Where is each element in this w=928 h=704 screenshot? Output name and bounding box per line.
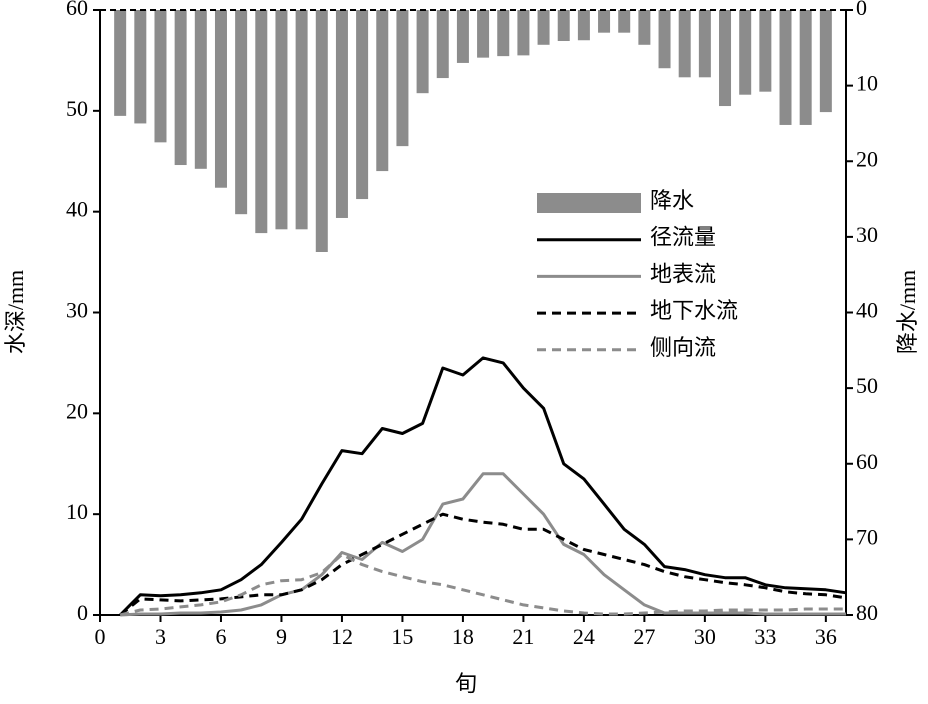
y2-tick-label: 40 xyxy=(856,298,878,323)
x-tick-label: 12 xyxy=(331,624,353,649)
x-tick-label: 36 xyxy=(815,624,837,649)
bar xyxy=(396,10,409,147)
bar xyxy=(638,10,651,45)
y2-tick-label: 80 xyxy=(856,600,878,625)
line xyxy=(119,553,846,617)
y-tick-label: 0 xyxy=(77,600,88,625)
legend-swatch xyxy=(537,193,641,213)
bar xyxy=(315,10,328,252)
bar xyxy=(275,10,288,230)
bar xyxy=(658,10,671,69)
bar xyxy=(255,10,268,234)
y2-tick-label: 30 xyxy=(856,222,878,247)
legend-label: 地下水流 xyxy=(650,298,738,323)
y-tick-label: 60 xyxy=(66,0,88,20)
y-tick-label: 20 xyxy=(66,398,88,423)
bar xyxy=(537,10,550,45)
bar xyxy=(436,10,449,79)
legend-label: 地表流 xyxy=(650,261,716,286)
y-tick-label: 30 xyxy=(66,298,88,323)
x-tick-label: 27 xyxy=(633,624,655,649)
bar xyxy=(497,10,510,57)
bar xyxy=(456,10,469,63)
y2-tick-label: 50 xyxy=(856,373,878,398)
bar xyxy=(517,10,530,56)
bar xyxy=(779,10,792,125)
y2-tick-label: 20 xyxy=(856,146,878,171)
bar xyxy=(235,10,248,215)
legend-label: 侧向流 xyxy=(650,335,716,360)
bar xyxy=(577,10,590,41)
bar xyxy=(557,10,570,42)
bar xyxy=(335,10,348,218)
bar xyxy=(799,10,812,125)
y2-tick-label: 0 xyxy=(856,0,867,20)
line xyxy=(120,472,846,617)
bar xyxy=(295,10,308,230)
y-tick-label: 50 xyxy=(66,96,88,121)
x-tick-label: 30 xyxy=(694,624,716,649)
y2-tick-label: 60 xyxy=(856,449,878,474)
x-tick-label: 24 xyxy=(573,624,595,649)
bar xyxy=(154,10,167,143)
x-tick-label: 9 xyxy=(276,624,287,649)
bar xyxy=(114,10,127,116)
bar xyxy=(678,10,691,78)
legend-label: 径流量 xyxy=(650,225,716,250)
bar xyxy=(759,10,772,92)
bar xyxy=(416,10,429,94)
bar xyxy=(477,10,490,58)
y-axis-label: 水深/mm xyxy=(3,270,28,354)
bar xyxy=(356,10,369,200)
bar xyxy=(598,10,611,33)
bar xyxy=(134,10,147,124)
bar xyxy=(719,10,732,107)
x-tick-label: 21 xyxy=(512,624,534,649)
bar xyxy=(214,10,227,188)
x-tick-label: 3 xyxy=(155,624,166,649)
x-tick-label: 15 xyxy=(391,624,413,649)
line xyxy=(119,356,847,617)
x-tick-label: 33 xyxy=(754,624,776,649)
y2-tick-label: 70 xyxy=(856,524,878,549)
bar xyxy=(618,10,631,33)
x-axis-label: 旬 xyxy=(455,671,477,696)
legend-label: 降水 xyxy=(650,188,694,213)
y-tick-label: 40 xyxy=(66,197,88,222)
bar xyxy=(174,10,187,166)
line xyxy=(119,512,847,617)
bar xyxy=(376,10,389,172)
x-tick-label: 18 xyxy=(452,624,474,649)
x-tick-label: 0 xyxy=(95,624,106,649)
bar xyxy=(698,10,711,78)
y-tick-label: 10 xyxy=(66,499,88,524)
bar xyxy=(194,10,207,169)
y2-axis-label: 降水/mm xyxy=(895,270,920,354)
bar xyxy=(739,10,752,95)
bar xyxy=(819,10,832,113)
y2-tick-label: 10 xyxy=(856,71,878,96)
x-tick-label: 6 xyxy=(215,624,226,649)
